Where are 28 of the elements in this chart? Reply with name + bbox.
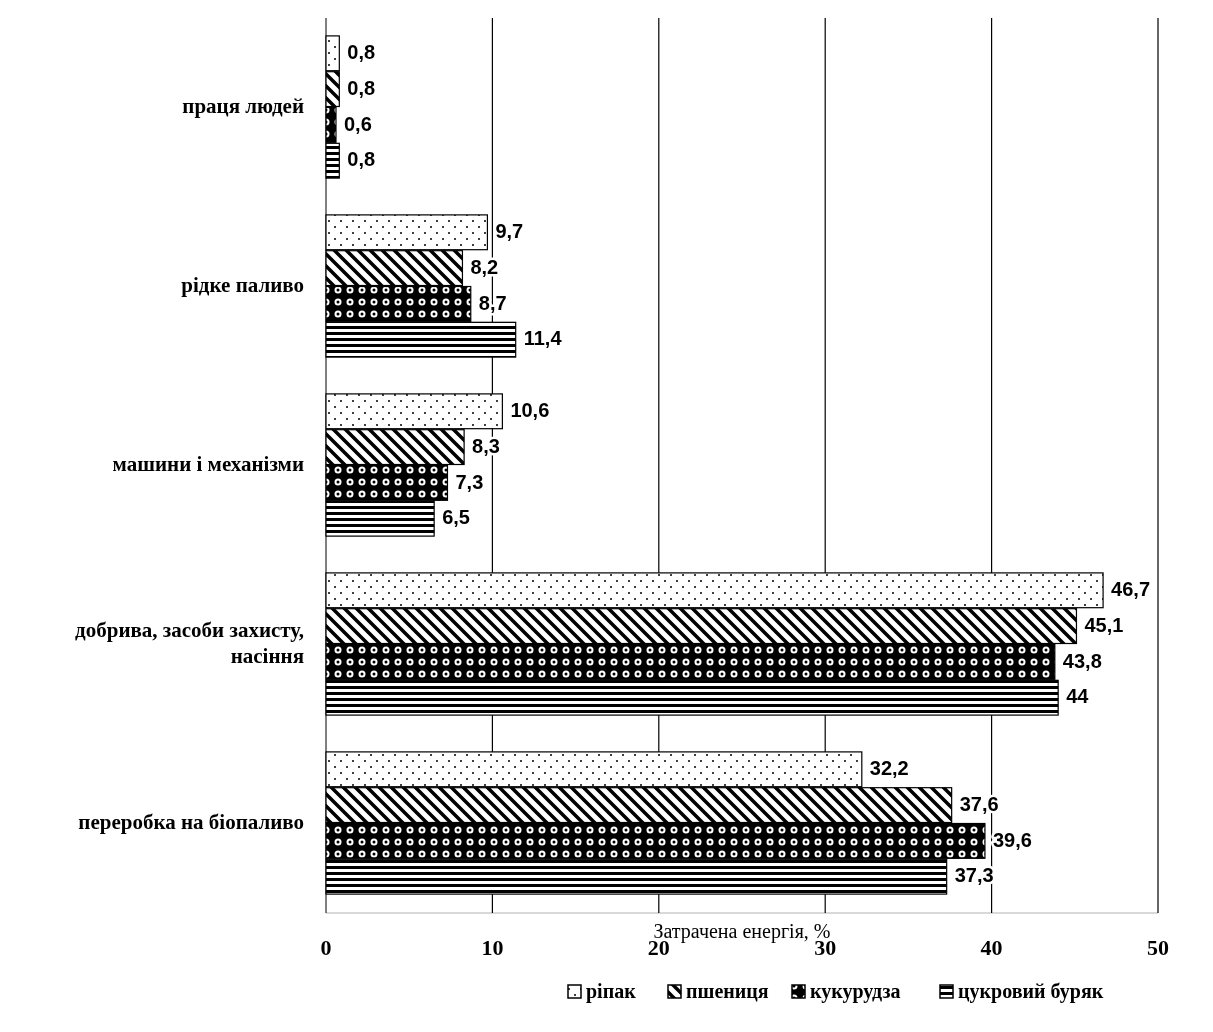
data-label: 9,7 bbox=[495, 220, 524, 243]
data-label: 46,7 bbox=[1111, 578, 1151, 601]
y-tick-label: рідке паливо bbox=[181, 272, 304, 297]
y-tick-label: добрива, засоби захисту, насіння bbox=[75, 617, 304, 668]
legend-label: кукурудза bbox=[810, 979, 901, 1003]
data-label: 0,8 bbox=[347, 148, 376, 171]
data-label: 0,8 bbox=[347, 41, 376, 64]
data-label: 44 bbox=[1066, 685, 1090, 708]
y-tick-label: машини і механізми bbox=[112, 451, 304, 476]
x-tick-label: 40 bbox=[980, 935, 1003, 960]
data-label: 7,3 bbox=[455, 470, 484, 493]
legend-label: цукровий буряк bbox=[958, 979, 1104, 1003]
data-label: 45,1 bbox=[1084, 613, 1124, 636]
data-label: 6,5 bbox=[442, 506, 470, 529]
data-label: 39,6 bbox=[992, 828, 1032, 851]
legend-label: ріпак bbox=[586, 979, 637, 1003]
data-label: 32,2 bbox=[869, 757, 909, 780]
legend-label: пшениця bbox=[686, 979, 769, 1002]
x-tick-label: 10 bbox=[481, 935, 504, 960]
x-tick-label: 50 bbox=[1147, 935, 1169, 960]
data-label: 10,6 bbox=[510, 399, 550, 422]
y-tick-label: переробка на біопаливо bbox=[78, 809, 304, 834]
data-label: 43,8 bbox=[1062, 649, 1102, 672]
y-tick-label: праця людей bbox=[182, 93, 304, 118]
data-label: 0,8 bbox=[347, 76, 376, 99]
data-label: 0,6 bbox=[343, 112, 372, 135]
data-label: 11,4 bbox=[523, 327, 563, 350]
x-tick-label: 0 bbox=[320, 935, 332, 960]
